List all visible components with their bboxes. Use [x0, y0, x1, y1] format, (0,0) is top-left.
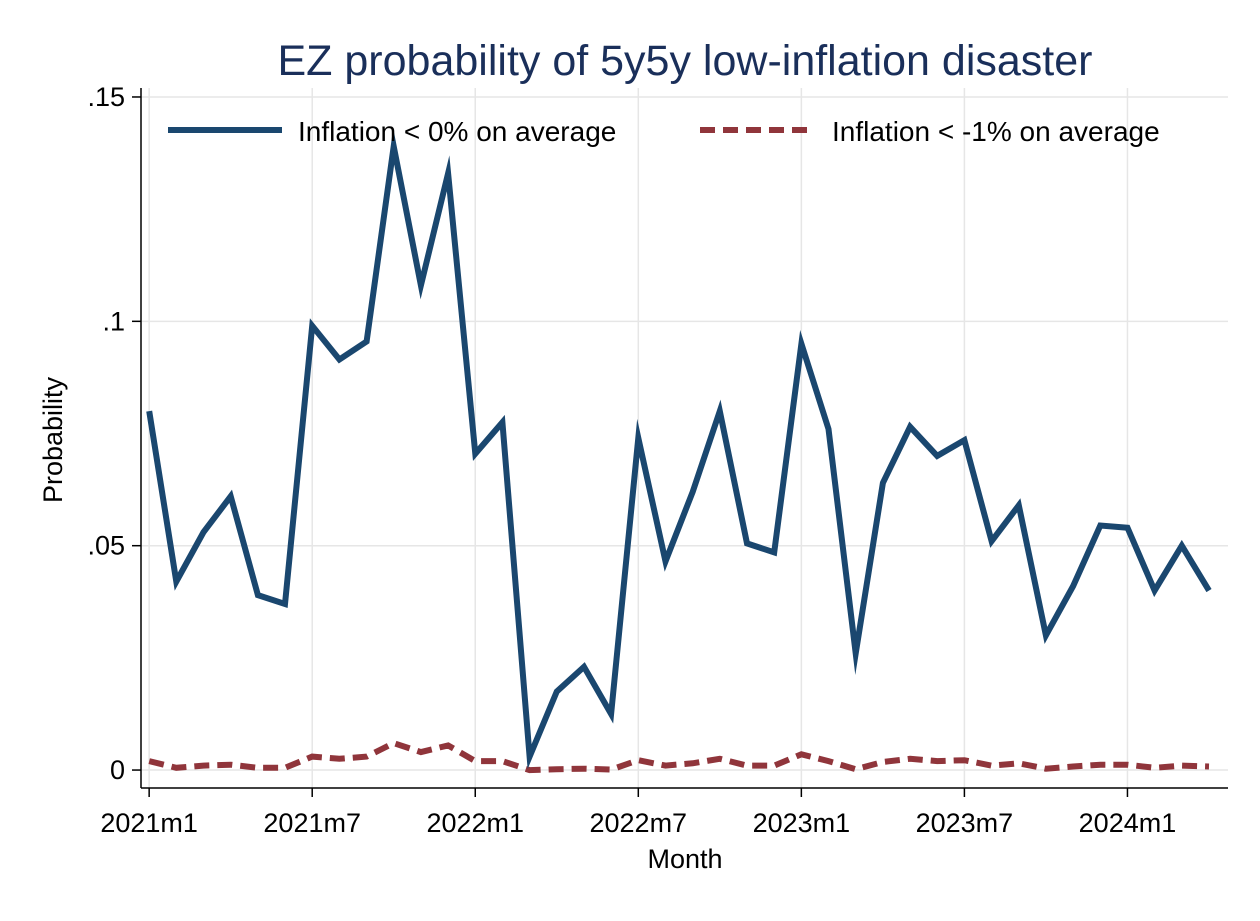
x-tick-label: 2022m1: [426, 808, 524, 838]
series-line-2: [148, 739, 1210, 774]
x-tick-label: 2023m1: [753, 808, 851, 838]
chart-title: EZ probability of 5y5y low-inflation dis…: [278, 37, 1093, 85]
x-tick-label: 2021m1: [100, 808, 198, 838]
y-axis-ticks: 0 .05 .1 .15: [87, 82, 141, 785]
y-tick-label: 0: [110, 755, 125, 785]
y-tick-label: .05: [87, 531, 125, 561]
series-group: [146, 128, 1212, 774]
x-tick-label: 2024m1: [1079, 808, 1177, 838]
x-tick-label: 2021m7: [263, 808, 361, 838]
legend: Inflation < 0% on average Inflation < -1…: [168, 116, 1160, 147]
x-tick-label: 2023m7: [916, 808, 1014, 838]
y-tick-label: .15: [87, 82, 125, 112]
legend-label-series-2: Inflation < -1% on average: [832, 116, 1160, 147]
series-line-1: [146, 128, 1212, 770]
x-axis-ticks: 2021m1 2021m7 2022m1 2022m7 2023m1 2023m7 2024…: [100, 788, 1176, 838]
legend-label-series-1: Inflation < 0% on average: [298, 116, 616, 147]
y-tick-label: .1: [102, 306, 125, 336]
y-axis-label: Probability: [38, 376, 68, 503]
x-axis-label: Month: [647, 844, 722, 874]
x-tick-label: 2022m7: [590, 808, 688, 838]
